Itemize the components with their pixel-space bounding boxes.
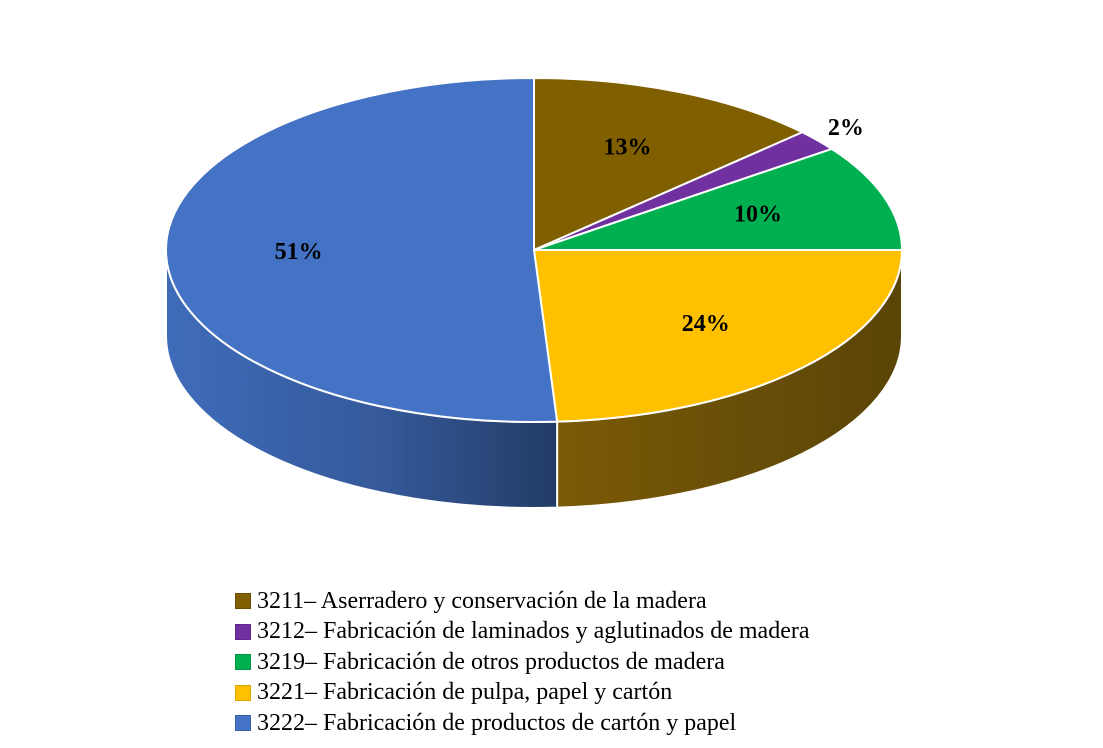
pie-slice-3 bbox=[533, 147, 903, 251]
legend-swatch-5 bbox=[235, 715, 251, 732]
legend-label-4: 3221– Fabricación de pulpa, papel y cart… bbox=[257, 679, 673, 706]
pie-slice-1 bbox=[533, 77, 804, 251]
pie-top-surface bbox=[165, 77, 903, 423]
data-label-5: 51% bbox=[275, 239, 323, 265]
pie-slice-4 bbox=[533, 249, 903, 423]
legend-item-1: 3211– Aserradero y conservación de la ma… bbox=[235, 586, 810, 617]
legend-label-5: 3222– Fabricación de productos de cartón… bbox=[257, 709, 737, 736]
pie-data-labels: 13% 2% 10% 24% 51% bbox=[275, 115, 864, 337]
legend-label-2: 3212– Fabricación de laminados y aglutin… bbox=[257, 618, 810, 645]
data-label-4: 24% bbox=[682, 311, 730, 337]
legend-item-3: 3219– Fabricación de otros productos de … bbox=[235, 647, 810, 678]
data-label-1: 13% bbox=[604, 134, 652, 160]
legend-swatch-4 bbox=[235, 684, 251, 701]
legend-label-1: 3211– Aserradero y conservación de la ma… bbox=[257, 587, 707, 614]
legend-item-5: 3222– Fabricación de productos de cartón… bbox=[235, 708, 810, 739]
data-label-3: 10% bbox=[734, 201, 782, 227]
chart-legend: 3211– Aserradero y conservación de la ma… bbox=[235, 586, 810, 739]
legend-swatch-3 bbox=[235, 654, 251, 671]
legend-label-3: 3219– Fabricación de otros productos de … bbox=[257, 648, 725, 675]
legend-swatch-2 bbox=[235, 623, 251, 640]
legend-item-4: 3221– Fabricación de pulpa, papel y cart… bbox=[235, 678, 810, 709]
data-label-2: 2% bbox=[828, 115, 864, 141]
legend-item-2: 3212– Fabricación de laminados y aglutin… bbox=[235, 617, 810, 648]
legend-swatch-1 bbox=[235, 593, 251, 610]
pie-slice-5 bbox=[165, 77, 559, 423]
